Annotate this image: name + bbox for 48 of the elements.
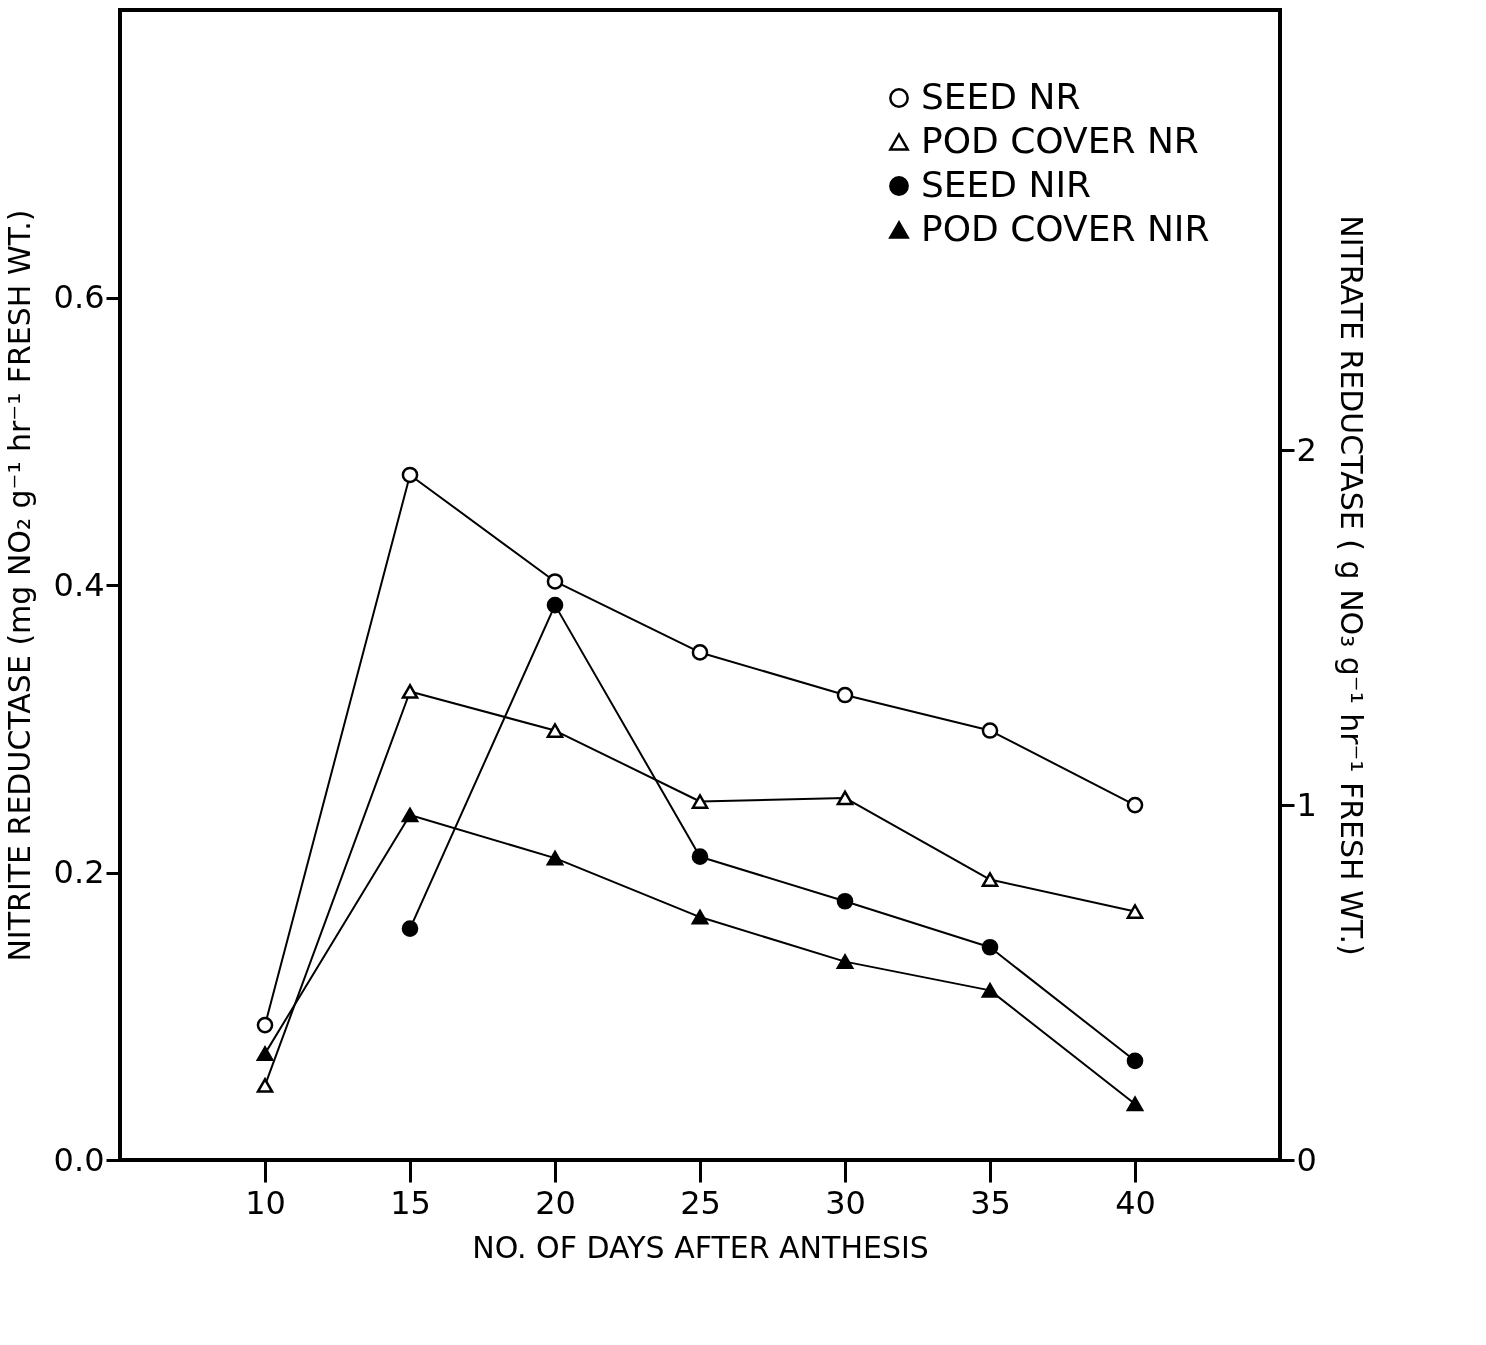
legend-label: SEED NR — [921, 76, 1081, 117]
point — [981, 872, 999, 887]
point — [1126, 1096, 1144, 1112]
point — [691, 848, 709, 865]
x-tick-label: 40 — [1115, 1183, 1156, 1222]
y2-axis-title: NITRATE REDUCTASE ( g NO₃ g⁻¹ hr⁻¹ FRESH WT.) — [1333, 215, 1369, 956]
legend-label: SEED NIR — [921, 164, 1092, 205]
point — [836, 686, 854, 704]
point — [401, 466, 419, 484]
point — [1126, 904, 1144, 919]
y2-tick-label: 0 — [1296, 1140, 1317, 1179]
point — [546, 596, 564, 614]
y-tick-label: 0.2 — [53, 853, 105, 891]
point — [546, 723, 564, 738]
y2-tick-label: 1 — [1296, 785, 1317, 824]
point — [1126, 1052, 1144, 1070]
point — [1126, 796, 1144, 814]
point — [691, 909, 709, 925]
point — [546, 573, 564, 590]
point — [836, 892, 854, 910]
point — [401, 807, 419, 823]
point — [981, 722, 999, 739]
y2-tick-label: 2 — [1296, 430, 1317, 469]
x-tick-label: 30 — [825, 1183, 866, 1222]
point — [546, 850, 564, 866]
point — [691, 644, 709, 661]
y-axis-title: NITRITE REDUCTASE (mg NO₂ g⁻¹ hr⁻¹ FRESH WT.) — [1, 209, 37, 962]
legend-label: POD COVER NIR — [921, 208, 1210, 249]
y-tick-label: 0.4 — [53, 565, 105, 604]
point — [401, 684, 419, 699]
x-tick-label: 35 — [970, 1183, 1011, 1222]
x-axis-title: NO. OF DAYS AFTER ANTHESIS — [472, 1229, 929, 1265]
point — [836, 954, 854, 969]
x-tick-label: 15 — [390, 1183, 431, 1222]
legend-label: POD COVER NR — [921, 120, 1199, 161]
point — [256, 1078, 274, 1093]
point — [256, 1046, 274, 1061]
x-tick-label: 10 — [245, 1183, 286, 1222]
point — [836, 790, 854, 806]
point — [981, 938, 999, 956]
y-tick-label: 0.0 — [53, 1140, 105, 1179]
point — [256, 1016, 274, 1034]
point — [691, 794, 709, 809]
point — [401, 920, 419, 937]
y-tick-label: 0.6 — [53, 278, 105, 316]
x-tick-label: 20 — [535, 1183, 576, 1222]
point — [981, 983, 999, 998]
x-tick-label: 25 — [680, 1183, 721, 1222]
